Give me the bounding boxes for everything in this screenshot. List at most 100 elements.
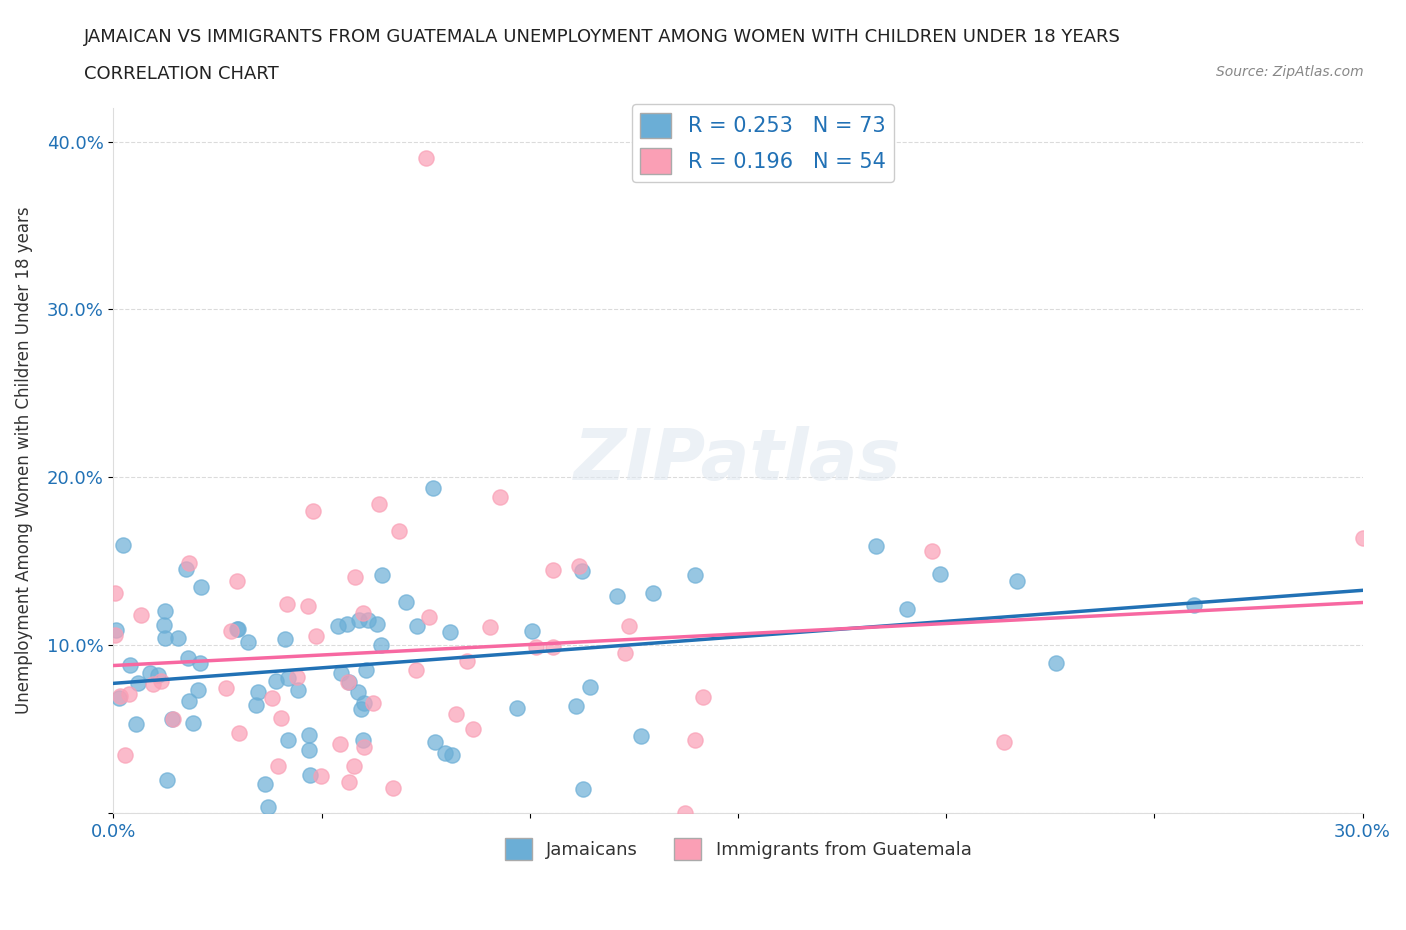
Jamaicans (395, 595, 418, 610)
Jamaicans (353, 695, 375, 710)
Jamaicans (277, 732, 299, 747)
Jamaicans (349, 612, 371, 627)
Jamaicans (425, 734, 447, 749)
Immigrants from Guatemala (388, 524, 411, 538)
Jamaicans (107, 690, 129, 705)
Jamaicans (127, 676, 149, 691)
Immigrants from Guatemala (541, 562, 564, 577)
Immigrants from Guatemala (228, 726, 250, 741)
Immigrants from Guatemala (118, 687, 141, 702)
Immigrants from Guatemala (1351, 531, 1374, 546)
Jamaicans (572, 782, 595, 797)
Immigrants from Guatemala (108, 688, 131, 703)
Jamaicans (350, 702, 373, 717)
Jamaicans (326, 619, 349, 634)
Immigrants from Guatemala (353, 739, 375, 754)
Text: CORRELATION CHART: CORRELATION CHART (84, 65, 280, 83)
Immigrants from Guatemala (262, 691, 284, 706)
Jamaicans (225, 622, 247, 637)
Immigrants from Guatemala (524, 639, 547, 654)
Jamaicans (287, 683, 309, 698)
Jamaicans (506, 701, 529, 716)
Immigrants from Guatemala (309, 768, 332, 783)
Immigrants from Guatemala (381, 781, 404, 796)
Jamaicans (153, 631, 176, 645)
Jamaicans (366, 617, 388, 631)
Jamaicans (120, 658, 142, 672)
Immigrants from Guatemala (337, 775, 360, 790)
Jamaicans (641, 586, 664, 601)
Jamaicans (277, 671, 299, 685)
Legend: Jamaicans, Immigrants from Guatemala: Jamaicans, Immigrants from Guatemala (498, 831, 979, 868)
Jamaicans (257, 800, 280, 815)
Immigrants from Guatemala (104, 586, 127, 601)
Jamaicans (190, 580, 212, 595)
Immigrants from Guatemala (405, 662, 427, 677)
Jamaicans (865, 538, 887, 553)
Jamaicans (354, 663, 377, 678)
Immigrants from Guatemala (270, 711, 292, 725)
Jamaicans (1184, 597, 1206, 612)
Immigrants from Guatemala (267, 758, 290, 773)
Text: Source: ZipAtlas.com: Source: ZipAtlas.com (1216, 65, 1364, 79)
Jamaicans (565, 698, 588, 713)
Immigrants from Guatemala (343, 759, 366, 774)
Jamaicans (330, 666, 353, 681)
Jamaicans (1045, 656, 1067, 671)
Jamaicans (274, 631, 297, 646)
Immigrants from Guatemala (568, 558, 591, 573)
Jamaicans (188, 656, 211, 671)
Jamaicans (226, 621, 249, 636)
Text: JAMAICAN VS IMMIGRANTS FROM GUATEMALA UNEMPLOYMENT AMONG WOMEN WITH CHILDREN UND: JAMAICAN VS IMMIGRANTS FROM GUATEMALA UN… (84, 28, 1121, 46)
Immigrants from Guatemala (541, 640, 564, 655)
Immigrants from Guatemala (225, 574, 247, 589)
Jamaicans (434, 746, 457, 761)
Immigrants from Guatemala (444, 706, 467, 721)
Immigrants from Guatemala (479, 619, 502, 634)
Immigrants from Guatemala (614, 645, 637, 660)
Jamaicans (578, 679, 600, 694)
Jamaicans (125, 716, 148, 731)
Immigrants from Guatemala (489, 490, 512, 505)
Jamaicans (160, 711, 183, 726)
Immigrants from Guatemala (367, 496, 389, 511)
Jamaicans (370, 638, 392, 653)
Jamaicans (177, 650, 200, 665)
Immigrants from Guatemala (993, 735, 1015, 750)
Jamaicans (298, 742, 321, 757)
Immigrants from Guatemala (129, 607, 152, 622)
Jamaicans (571, 564, 593, 578)
Immigrants from Guatemala (461, 722, 484, 737)
Jamaicans (439, 625, 461, 640)
Jamaicans (139, 666, 162, 681)
Jamaicans (247, 684, 270, 699)
Immigrants from Guatemala (150, 673, 173, 688)
Immigrants from Guatemala (921, 544, 943, 559)
Jamaicans (896, 601, 918, 616)
Jamaicans (405, 618, 427, 633)
Immigrants from Guatemala (418, 609, 440, 624)
Immigrants from Guatemala (114, 747, 136, 762)
Jamaicans (441, 748, 464, 763)
Jamaicans (1005, 574, 1028, 589)
Immigrants from Guatemala (329, 737, 352, 751)
Immigrants from Guatemala (215, 681, 238, 696)
Jamaicans (298, 727, 321, 742)
Immigrants from Guatemala (305, 629, 328, 644)
Immigrants from Guatemala (456, 654, 478, 669)
Jamaicans (371, 567, 394, 582)
Jamaicans (685, 567, 707, 582)
Immigrants from Guatemala (177, 555, 200, 570)
Jamaicans (929, 567, 952, 582)
Jamaicans (357, 613, 380, 628)
Jamaicans (522, 624, 544, 639)
Immigrants from Guatemala (352, 605, 374, 620)
Jamaicans (177, 694, 200, 709)
Immigrants from Guatemala (297, 599, 319, 614)
Jamaicans (156, 772, 179, 787)
Immigrants from Guatemala (415, 151, 437, 166)
Immigrants from Guatemala (142, 676, 165, 691)
Jamaicans (105, 622, 128, 637)
Immigrants from Guatemala (219, 624, 242, 639)
Jamaicans (187, 683, 209, 698)
